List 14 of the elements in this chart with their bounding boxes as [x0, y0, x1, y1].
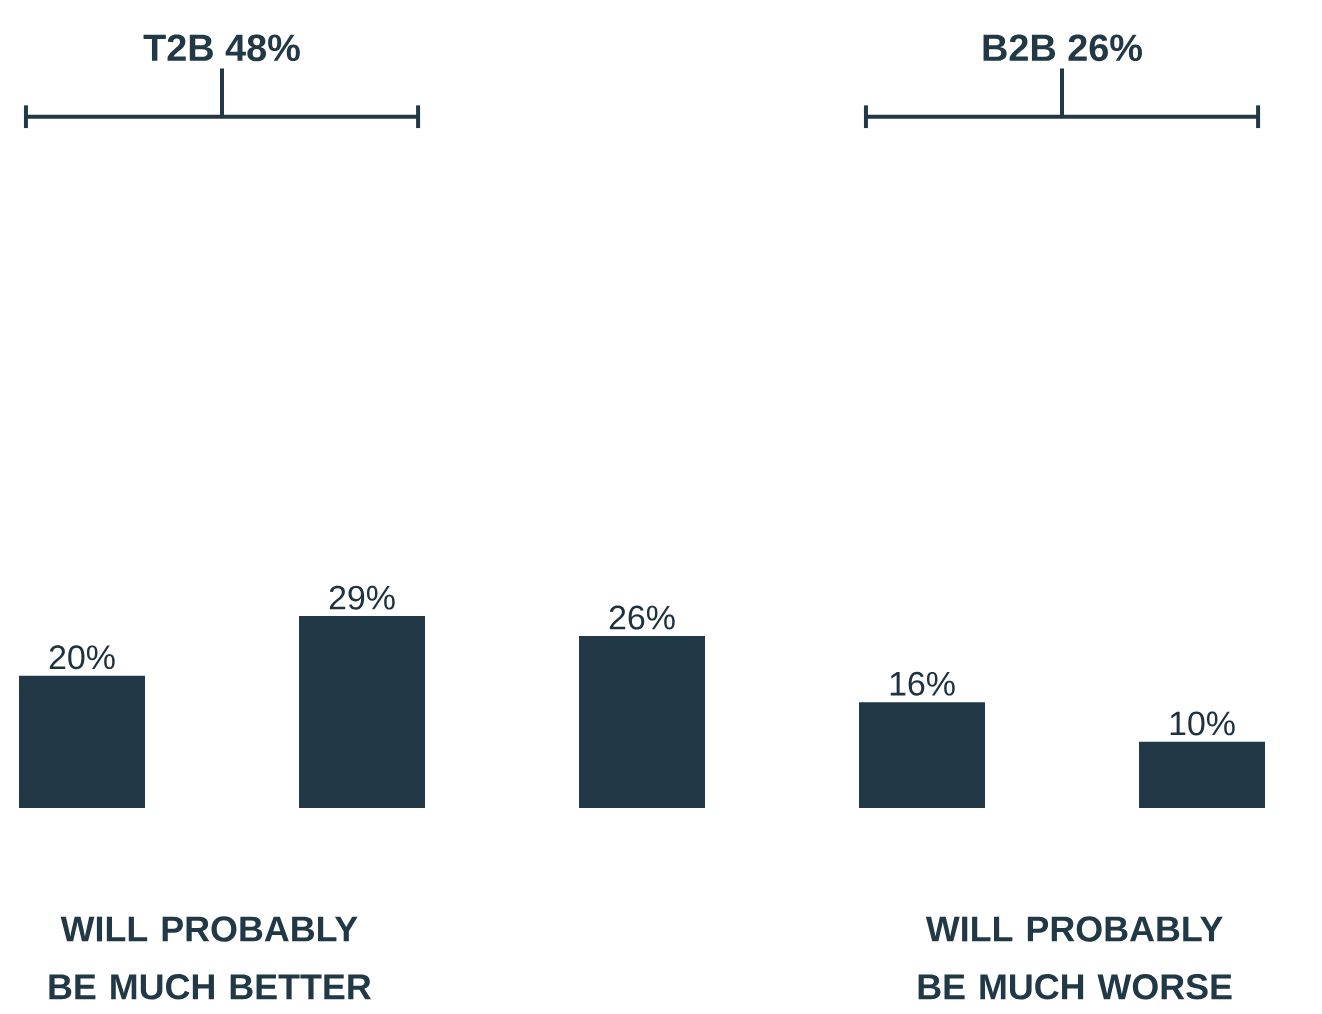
data-label: 26% — [609, 605, 675, 630]
data-label: 16% — [890, 671, 955, 696]
data-label: 20% — [49, 645, 115, 670]
bar — [19, 675, 145, 808]
data-label: 29% — [329, 585, 395, 610]
bar — [299, 616, 426, 808]
bar — [1139, 741, 1266, 808]
text: T2B 48% — [143, 34, 300, 62]
data-label: 10% — [1170, 711, 1235, 736]
bar — [859, 702, 986, 808]
bar — [579, 635, 706, 808]
text: WILL PROBABLY BE MUCH WORSE — [918, 916, 1232, 1000]
text: B2B 26% — [983, 34, 1142, 62]
text: WILL PROBABLY BE MUCH BETTER — [49, 916, 372, 1000]
